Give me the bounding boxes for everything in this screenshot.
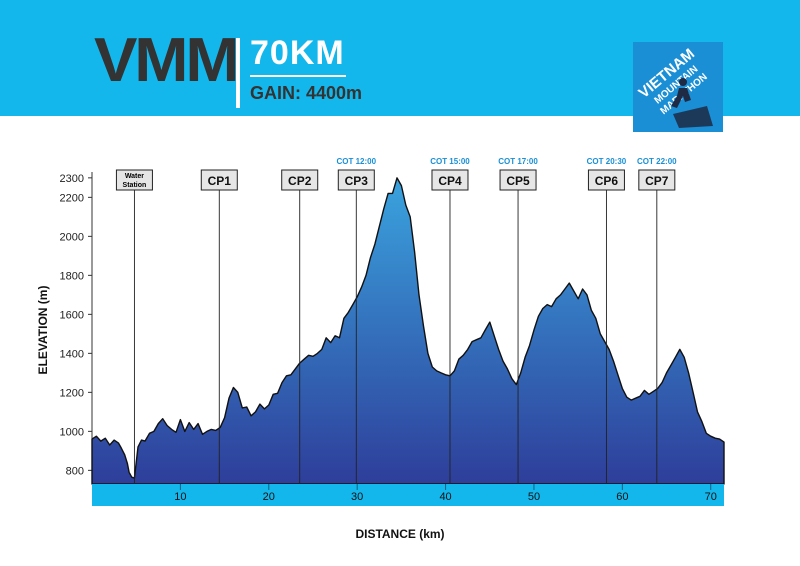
cutoff-time-label: COT 22:00	[637, 157, 677, 166]
x-tick-label: 30	[351, 491, 363, 503]
cutoff-time-label: COT 17:00	[498, 157, 538, 166]
checkpoint-lines: Water Station CP1 CP2 CP3 COT 12:00 CP4 COT 15:…	[115, 157, 677, 484]
title-divider	[236, 38, 240, 108]
elevation-gain: GAIN: 4400m	[250, 83, 363, 103]
checkpoint-label: CP6	[595, 174, 619, 188]
x-axis-bar	[92, 484, 724, 506]
runner-icon	[671, 78, 713, 128]
y-tick-label: 2200	[60, 192, 84, 204]
checkpoint-box	[200, 169, 238, 191]
checkpoint-box	[281, 169, 319, 191]
x-tick-label: 60	[616, 491, 628, 503]
y-tick-label: 1000	[60, 426, 84, 438]
y-tick-label: 1600	[60, 309, 84, 321]
y-tick-label: 1400	[60, 348, 84, 360]
checkpoint-label: Station	[123, 182, 147, 189]
x-tick-label: 20	[263, 491, 275, 503]
checkpoint-label: CP2	[288, 174, 312, 188]
checkpoint-box	[115, 169, 153, 191]
y-axis-title: ELEVATION (m)	[36, 286, 50, 375]
elevation-profile-area	[91, 177, 725, 485]
vmm-logo: VIETNAM MOUNTAIN MARATHON	[633, 42, 723, 132]
x-tick-label: 70	[705, 491, 717, 503]
y-tick-labels: 800 1000 1200 1400 1600 1800 2000 2200 2300	[60, 173, 92, 477]
x-tick-label: 10	[174, 491, 186, 503]
cutoff-time-label: COT 15:00	[430, 157, 470, 166]
checkpoint-label: CP3	[345, 174, 369, 188]
distance-underline	[250, 75, 346, 77]
x-axis-title: DISTANCE (km)	[355, 527, 444, 541]
y-tick-label: 800	[66, 465, 84, 477]
checkpoint-box	[499, 169, 537, 191]
y-tick-label: 1200	[60, 387, 84, 399]
checkpoint-label: CP5	[506, 174, 530, 188]
checkpoint-label: CP1	[208, 174, 232, 188]
y-tick-label: 2000	[60, 231, 84, 243]
race-title: VMM	[94, 26, 240, 95]
y-tick-label: 2300	[60, 173, 84, 185]
y-tick-label: 1800	[60, 270, 84, 282]
checkpoint-box	[337, 169, 375, 191]
checkpoint-box	[638, 169, 676, 191]
cutoff-time-label: COT 12:00	[337, 157, 377, 166]
checkpoint-box	[587, 169, 625, 191]
checkpoint-box	[431, 169, 469, 191]
x-tick-labels: 10 20 30 40 50 60 70	[174, 484, 717, 503]
checkpoint-label: Water	[125, 173, 144, 180]
race-distance: 70KM	[250, 34, 345, 72]
x-tick-label: 40	[439, 491, 451, 503]
checkpoint-label: CP7	[645, 174, 669, 188]
checkpoint-label: CP4	[438, 174, 462, 188]
x-tick-label: 50	[528, 491, 540, 503]
cutoff-time-label: COT 20:30	[587, 157, 627, 166]
